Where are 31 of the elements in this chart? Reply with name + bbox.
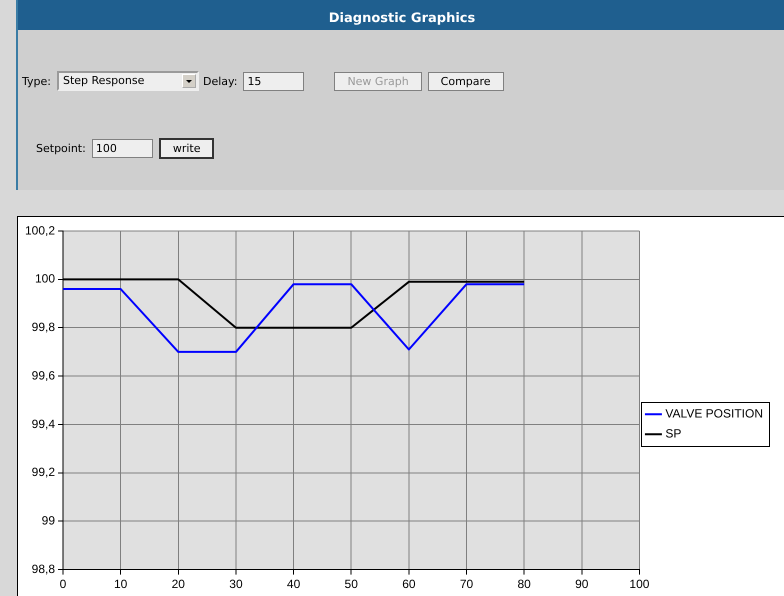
y-tick-label: 99,8 <box>32 320 56 334</box>
text: Step Response <box>56 71 199 91</box>
y-tick-label: 99,2 <box>32 465 56 480</box>
y-tick-label: 99,4 <box>32 416 56 431</box>
x-tick-label: 10 <box>114 577 128 592</box>
text: Type: <box>22 74 51 88</box>
x-tick-label: 20 <box>172 577 186 592</box>
text: Compare <box>428 72 504 90</box>
y-tick-label: 98,8 <box>32 562 56 576</box>
x-tick-label: 50 <box>344 577 358 592</box>
x-tick-label: 100 <box>629 577 650 592</box>
y-tick-label: 99 <box>42 514 56 528</box>
y-tick-label: 99,6 <box>32 368 56 382</box>
text: New Graph <box>334 72 422 90</box>
x-tick-label: 90 <box>575 577 589 592</box>
y-tick-label: 100 <box>35 272 56 286</box>
text: Delay: <box>202 74 238 88</box>
x-tick-label: 60 <box>402 577 416 592</box>
x-tick-label: 40 <box>286 577 301 592</box>
x-tick-label: 80 <box>517 577 532 592</box>
text: write <box>158 138 214 159</box>
x-tick-label: 30 <box>229 577 243 592</box>
x-tick-label: 0 <box>60 577 67 592</box>
text: 15 <box>243 72 304 90</box>
legend-label: VALVE POSITION <box>665 406 764 421</box>
y-tick-label: 100,2 <box>25 223 56 238</box>
chart-title: Diagnostic Graphics <box>18 0 784 30</box>
text: Setpoint: <box>36 142 86 155</box>
x-tick-label: 70 <box>460 577 474 592</box>
text: 100 <box>92 139 153 158</box>
legend-label: SP <box>665 426 682 441</box>
